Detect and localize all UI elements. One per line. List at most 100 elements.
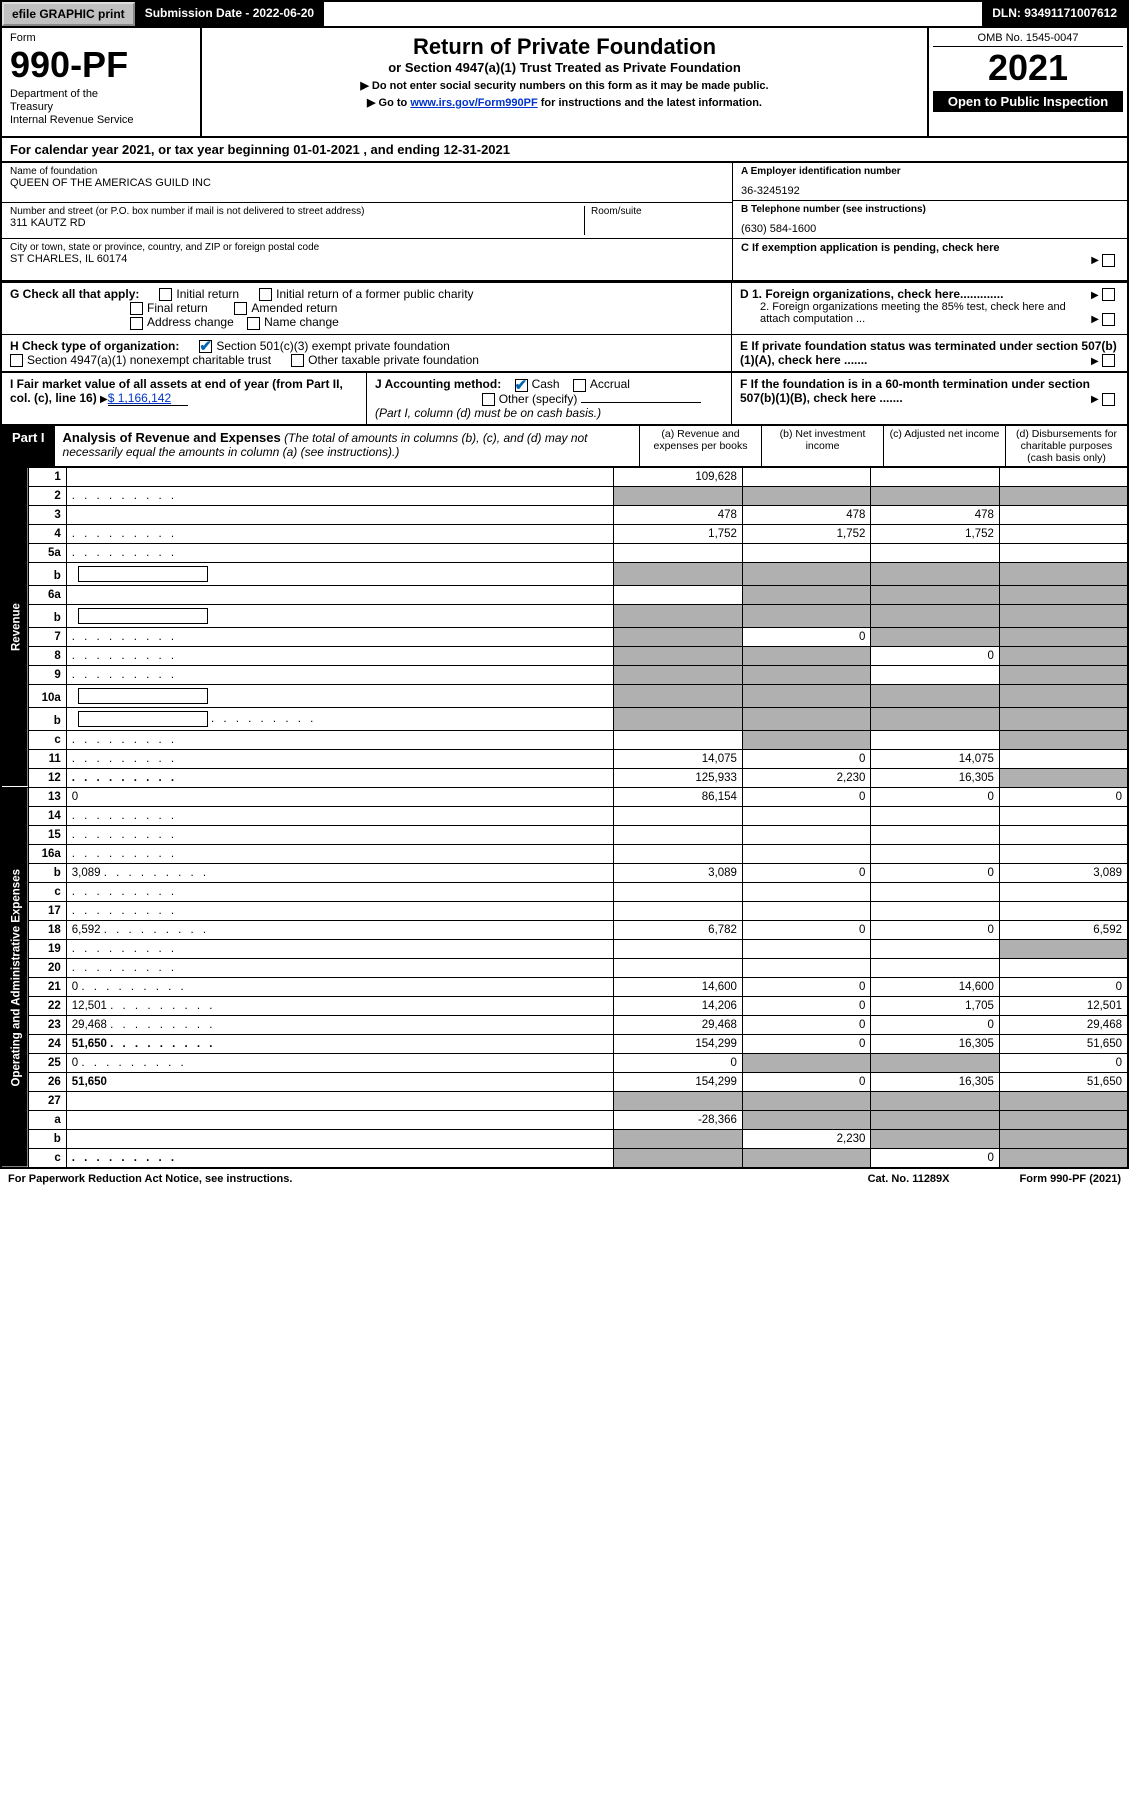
cell-b: 0 bbox=[742, 1034, 870, 1053]
inline-input[interactable] bbox=[78, 711, 208, 727]
g-address-change-checkbox[interactable] bbox=[130, 317, 143, 330]
g-name-change-checkbox[interactable] bbox=[247, 317, 260, 330]
cell-c: 0 bbox=[871, 863, 999, 882]
cell-d bbox=[999, 646, 1128, 665]
form-number: 990-PF bbox=[10, 44, 192, 86]
paperwork-notice: For Paperwork Reduction Act Notice, see … bbox=[8, 1173, 292, 1185]
cell-a bbox=[614, 958, 742, 977]
cell-c: 1,705 bbox=[871, 996, 999, 1015]
foundation-name-cell: Name of foundation QUEEN OF THE AMERICAS… bbox=[2, 163, 732, 203]
line-number: c bbox=[28, 1148, 66, 1168]
cell-d bbox=[999, 684, 1128, 707]
arrow-icon bbox=[1091, 313, 1099, 325]
h-501c3-checkbox[interactable] bbox=[199, 340, 212, 353]
expenses-side-label: Operating and Administrative Expenses bbox=[1, 787, 28, 1168]
cell-c: 0 bbox=[871, 1148, 999, 1168]
cell-b bbox=[742, 604, 870, 627]
cell-d: 0 bbox=[999, 977, 1128, 996]
cell-a bbox=[614, 901, 742, 920]
h-other-taxable-checkbox[interactable] bbox=[291, 354, 304, 367]
line-number: 10a bbox=[28, 684, 66, 707]
cell-d bbox=[999, 486, 1128, 505]
cell-d: 12,501 bbox=[999, 996, 1128, 1015]
cell-d bbox=[999, 467, 1128, 486]
f-checkbox[interactable] bbox=[1102, 393, 1115, 406]
line-description: . . . . . . . . . bbox=[66, 646, 614, 665]
table-row: 2451,650 . . . . . . . . .154,299016,305… bbox=[1, 1034, 1128, 1053]
line-number: b bbox=[28, 863, 66, 882]
cell-b: 0 bbox=[742, 977, 870, 996]
table-row: 2212,501 . . . . . . . . .14,20601,70512… bbox=[1, 996, 1128, 1015]
part1-table: Revenue1109,6282 . . . . . . . . .347847… bbox=[0, 467, 1129, 1169]
g-initial-return-checkbox[interactable] bbox=[159, 288, 172, 301]
g-initial-former-checkbox[interactable] bbox=[259, 288, 272, 301]
address-cell: Number and street (or P.O. box number if… bbox=[2, 203, 732, 239]
table-row: c . . . . . . . . . bbox=[1, 882, 1128, 901]
inline-input[interactable] bbox=[78, 688, 208, 704]
col-d-header: (d) Disbursements for charitable purpose… bbox=[1005, 426, 1127, 466]
inline-input[interactable] bbox=[78, 608, 208, 624]
e-checkbox[interactable] bbox=[1102, 354, 1115, 367]
cell-d bbox=[999, 627, 1128, 646]
cell-c bbox=[871, 627, 999, 646]
d2-checkbox[interactable] bbox=[1102, 313, 1115, 326]
cell-b bbox=[742, 1110, 870, 1129]
cell-a bbox=[614, 665, 742, 684]
c-checkbox[interactable] bbox=[1102, 254, 1115, 267]
ein-cell: A Employer identification number 36-3245… bbox=[733, 163, 1127, 201]
line-number: 6a bbox=[28, 585, 66, 604]
cell-b: 0 bbox=[742, 749, 870, 768]
cell-a bbox=[614, 825, 742, 844]
inline-input[interactable] bbox=[78, 566, 208, 582]
line-description: . . . . . . . . . bbox=[66, 768, 614, 787]
cell-c: 0 bbox=[871, 1015, 999, 1034]
form-link[interactable]: www.irs.gov/Form990PF bbox=[410, 97, 537, 109]
efile-print-button[interactable]: efile GRAPHIC print bbox=[2, 2, 135, 26]
line-description bbox=[66, 1129, 614, 1148]
cell-c bbox=[871, 825, 999, 844]
cell-c bbox=[871, 562, 999, 585]
cell-c: 16,305 bbox=[871, 1034, 999, 1053]
cell-d bbox=[999, 665, 1128, 684]
cell-b bbox=[742, 646, 870, 665]
line-description: . . . . . . . . . bbox=[66, 749, 614, 768]
line-number: 13 bbox=[28, 787, 66, 806]
g-amended-checkbox[interactable] bbox=[234, 302, 247, 315]
j-accrual-checkbox[interactable] bbox=[573, 379, 586, 392]
cell-d bbox=[999, 730, 1128, 749]
line-description: . . . . . . . . . bbox=[66, 486, 614, 505]
j-cash-checkbox[interactable] bbox=[515, 379, 528, 392]
i-section: I Fair market value of all assets at end… bbox=[2, 373, 367, 424]
cell-b: 0 bbox=[742, 627, 870, 646]
line-number: 1 bbox=[28, 467, 66, 486]
fmv-value[interactable]: $ 1,166,142 bbox=[108, 391, 188, 406]
cell-a bbox=[614, 806, 742, 825]
table-row: b . . . . . . . . . bbox=[1, 707, 1128, 730]
line-description: . . . . . . . . . bbox=[66, 939, 614, 958]
cell-b bbox=[742, 665, 870, 684]
directive-1: ▶ Do not enter social security numbers o… bbox=[208, 79, 921, 92]
cell-a bbox=[614, 543, 742, 562]
d-section: D 1. Foreign organizations, check here..… bbox=[732, 283, 1127, 334]
line-description: 29,468 . . . . . . . . . bbox=[66, 1015, 614, 1034]
d1-checkbox[interactable] bbox=[1102, 288, 1115, 301]
table-row: 12 . . . . . . . . .125,9332,23016,305 bbox=[1, 768, 1128, 787]
cell-b bbox=[742, 844, 870, 863]
cell-d bbox=[999, 562, 1128, 585]
j-other-checkbox[interactable] bbox=[482, 393, 495, 406]
line-description: 3,089 . . . . . . . . . bbox=[66, 863, 614, 882]
cell-c bbox=[871, 486, 999, 505]
cell-d: 6,592 bbox=[999, 920, 1128, 939]
line-description bbox=[66, 562, 614, 585]
cell-a bbox=[614, 730, 742, 749]
line-description: . . . . . . . . . bbox=[66, 825, 614, 844]
cell-c: 16,305 bbox=[871, 768, 999, 787]
table-row: 4 . . . . . . . . .1,7521,7521,752 bbox=[1, 524, 1128, 543]
dln-label: DLN: 93491171007612 bbox=[982, 2, 1127, 26]
omb-number: OMB No. 1545-0047 bbox=[933, 30, 1123, 47]
cell-d bbox=[999, 749, 1128, 768]
cell-b bbox=[742, 825, 870, 844]
h-4947-checkbox[interactable] bbox=[10, 354, 23, 367]
g-final-return-checkbox[interactable] bbox=[130, 302, 143, 315]
cell-c bbox=[871, 806, 999, 825]
